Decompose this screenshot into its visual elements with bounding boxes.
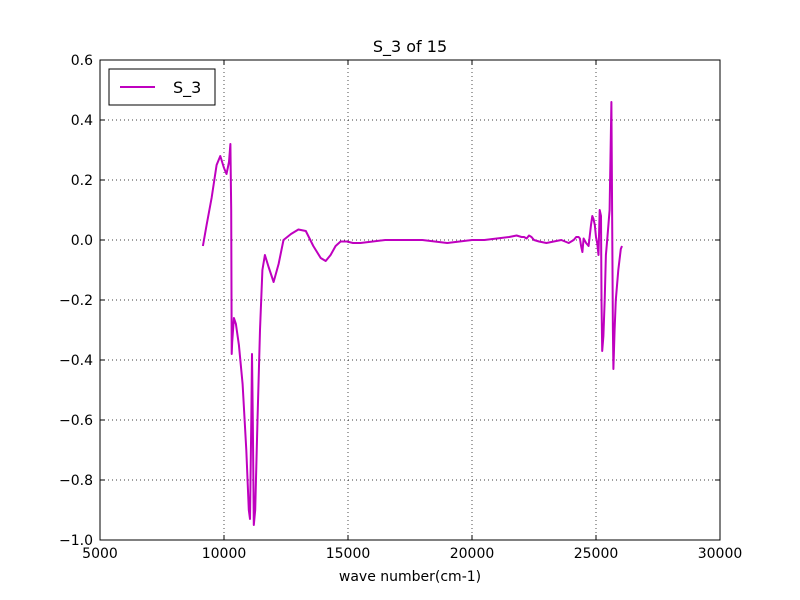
series-layer (201, 101, 623, 526)
y-tick-label: 0.4 (71, 113, 93, 129)
x-tick-labels: 5000 10000 15000 20000 25000 30000 (82, 546, 742, 562)
y-tick-label: −1.0 (59, 533, 93, 549)
y-tick-label: −0.8 (59, 473, 93, 489)
x-tick-label: 10000 (202, 546, 247, 562)
tick-marks (99, 59, 721, 541)
y-tick-label: 0.0 (71, 233, 93, 249)
y-tick-label: 0.2 (71, 173, 93, 189)
x-axis-label: wave number(cm-1) (339, 569, 481, 585)
y-tick-label: 0.6 (71, 53, 93, 69)
x-tick-label: 15000 (326, 546, 371, 562)
x-tick-label: 25000 (574, 546, 619, 562)
legend-label: S_3 (173, 78, 201, 98)
y-tick-label: −0.6 (59, 413, 93, 429)
y-tick-label: −0.4 (59, 353, 93, 369)
gridlines (100, 60, 720, 540)
y-tick-label: −0.2 (59, 293, 93, 309)
x-tick-label: 30000 (698, 546, 743, 562)
chart-title: S_3 of 15 (373, 37, 447, 57)
series-line-s-3 (201, 101, 623, 526)
x-tick-label: 20000 (450, 546, 495, 562)
x-tick-label: 5000 (82, 546, 118, 562)
y-tick-labels: 0.6 0.4 0.2 0.0 −0.2 −0.4 −0.6 −0.8 −1.0 (59, 53, 93, 549)
legend: S_3 (108, 68, 216, 106)
